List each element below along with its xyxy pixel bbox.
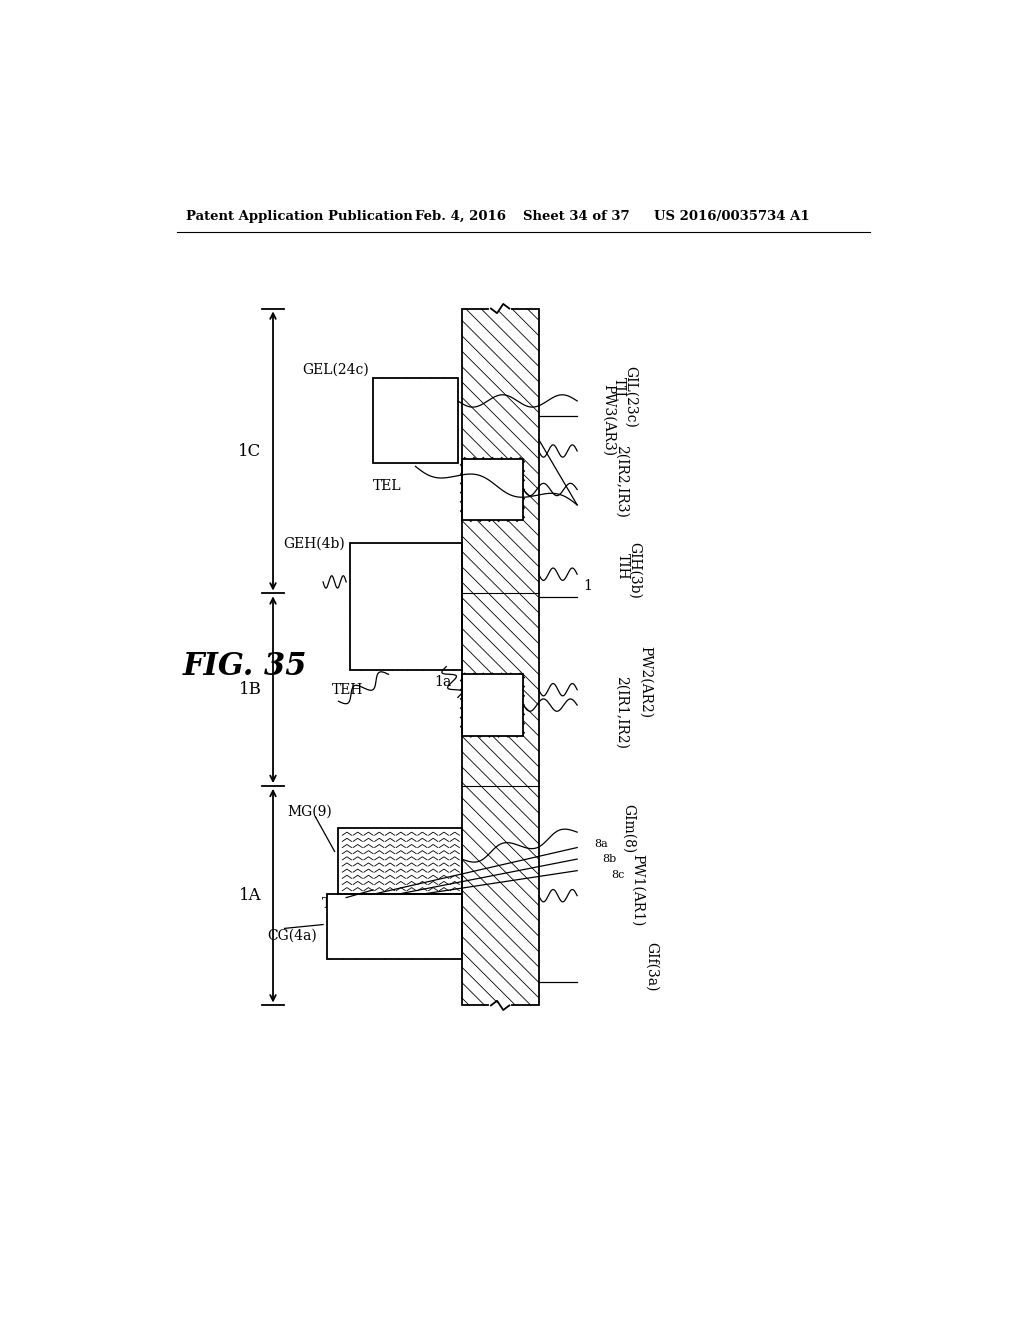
Text: MG(9): MG(9) xyxy=(288,804,333,818)
Text: TIH: TIH xyxy=(615,553,630,579)
Text: GIL(23c): GIL(23c) xyxy=(624,366,637,428)
Bar xyxy=(462,459,523,520)
Text: 1a: 1a xyxy=(435,675,452,689)
Bar xyxy=(462,309,539,1006)
Text: 8c: 8c xyxy=(611,870,625,879)
Text: Sheet 34 of 37: Sheet 34 of 37 xyxy=(523,210,630,223)
Text: 8b: 8b xyxy=(602,854,616,865)
Bar xyxy=(327,894,462,960)
Text: PW1(AR1): PW1(AR1) xyxy=(631,854,645,927)
Text: TG: TG xyxy=(322,896,342,911)
Text: 1B: 1B xyxy=(239,681,261,698)
Bar xyxy=(373,378,458,462)
Bar xyxy=(462,675,523,737)
Text: CG(4a): CG(4a) xyxy=(267,929,316,942)
Text: 2(IR2,IR3): 2(IR2,IR3) xyxy=(614,445,628,519)
Bar xyxy=(462,309,539,1006)
Text: 1: 1 xyxy=(584,578,592,593)
Text: 8a: 8a xyxy=(594,838,608,849)
Text: PW3(AR3): PW3(AR3) xyxy=(602,384,615,457)
Text: FIG. 35: FIG. 35 xyxy=(182,651,307,682)
Text: Patent Application Publication: Patent Application Publication xyxy=(186,210,413,223)
Bar xyxy=(462,459,523,520)
Bar xyxy=(350,544,462,671)
Text: TIL: TIL xyxy=(611,378,626,401)
Bar xyxy=(339,829,462,894)
Text: TEL: TEL xyxy=(373,479,401,492)
Text: GIH(3b): GIH(3b) xyxy=(628,543,641,599)
Text: TEH: TEH xyxy=(333,682,364,697)
Text: PW2(AR2): PW2(AR2) xyxy=(639,645,652,718)
Text: GIm(8): GIm(8) xyxy=(622,804,636,853)
Text: 1A: 1A xyxy=(239,887,261,904)
Bar xyxy=(373,378,458,462)
Text: GEH(4b): GEH(4b) xyxy=(283,536,345,550)
Bar xyxy=(327,894,462,960)
Text: 1C: 1C xyxy=(239,442,261,459)
Text: 2(IR1,IR2): 2(IR1,IR2) xyxy=(614,676,628,750)
Text: US 2016/0035734 A1: US 2016/0035734 A1 xyxy=(654,210,810,223)
Text: GIf(3a): GIf(3a) xyxy=(645,942,658,991)
Bar xyxy=(339,829,462,894)
Bar xyxy=(462,675,523,737)
Text: Feb. 4, 2016: Feb. 4, 2016 xyxy=(416,210,507,223)
Text: GEL(24c): GEL(24c) xyxy=(302,363,370,378)
Bar xyxy=(350,544,462,671)
